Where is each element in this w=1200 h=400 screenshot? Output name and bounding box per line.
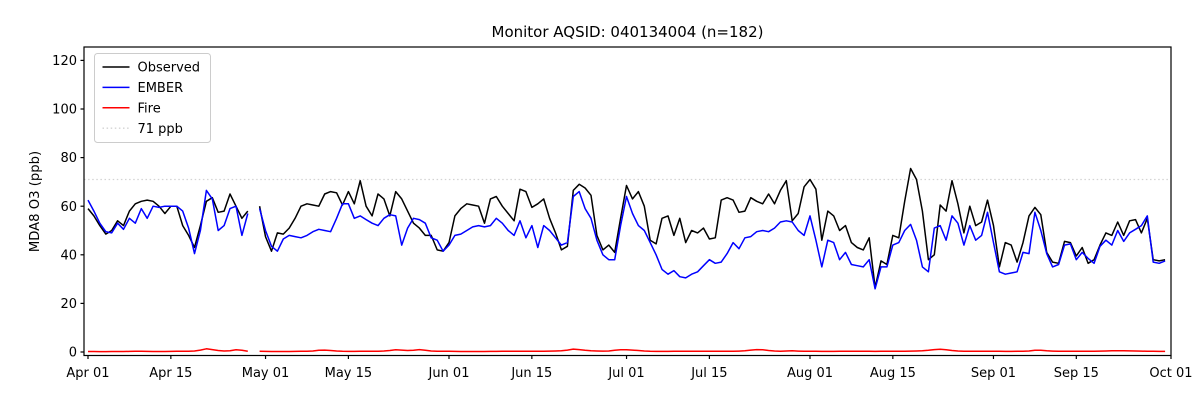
observed-line	[87, 167, 1166, 289]
y-tick-label: 0	[69, 346, 77, 361]
plot-border	[83, 46, 1172, 357]
x-tick-label: Apr 01	[66, 366, 109, 381]
y-tick-label: 120	[52, 54, 77, 69]
x-tick-label: Jun 15	[510, 366, 552, 381]
y-tick-label: 80	[60, 151, 77, 166]
y-tick-label: 20	[60, 297, 77, 312]
legend-box	[94, 53, 211, 143]
x-tick-label: Aug 01	[787, 366, 833, 381]
x-tick-label: Sep 01	[971, 366, 1016, 381]
y-tick-label: 40	[60, 248, 77, 263]
x-tick-label: Jul 01	[607, 366, 644, 381]
legend-label-observed: Observed	[138, 61, 201, 76]
y-tick-label: 100	[52, 103, 77, 118]
x-tick-label: Aug 15	[870, 366, 916, 381]
ember-line	[87, 189, 1166, 290]
x-tick-label: Apr 15	[149, 366, 192, 381]
legend-label-fire: Fire	[138, 101, 161, 116]
x-tick-label: Jul 15	[690, 366, 727, 381]
chart-title: Monitor AQSID: 040134004 (n=182)	[492, 23, 764, 41]
fire-line	[88, 348, 1166, 353]
x-tick-label: May 01	[242, 366, 290, 381]
y-tick-label: 60	[60, 200, 77, 215]
x-tick-label: Sep 15	[1054, 366, 1099, 381]
x-tick-label: Jun 01	[427, 366, 469, 381]
x-tick-label: Oct 01	[1149, 366, 1192, 381]
x-tick-label: May 15	[325, 366, 373, 381]
y-axis-label: MDA8 O3 (ppb)	[28, 151, 43, 252]
legend-label-71-ppb: 71 ppb	[138, 122, 183, 137]
legend-label-ember: EMBER	[138, 81, 184, 96]
